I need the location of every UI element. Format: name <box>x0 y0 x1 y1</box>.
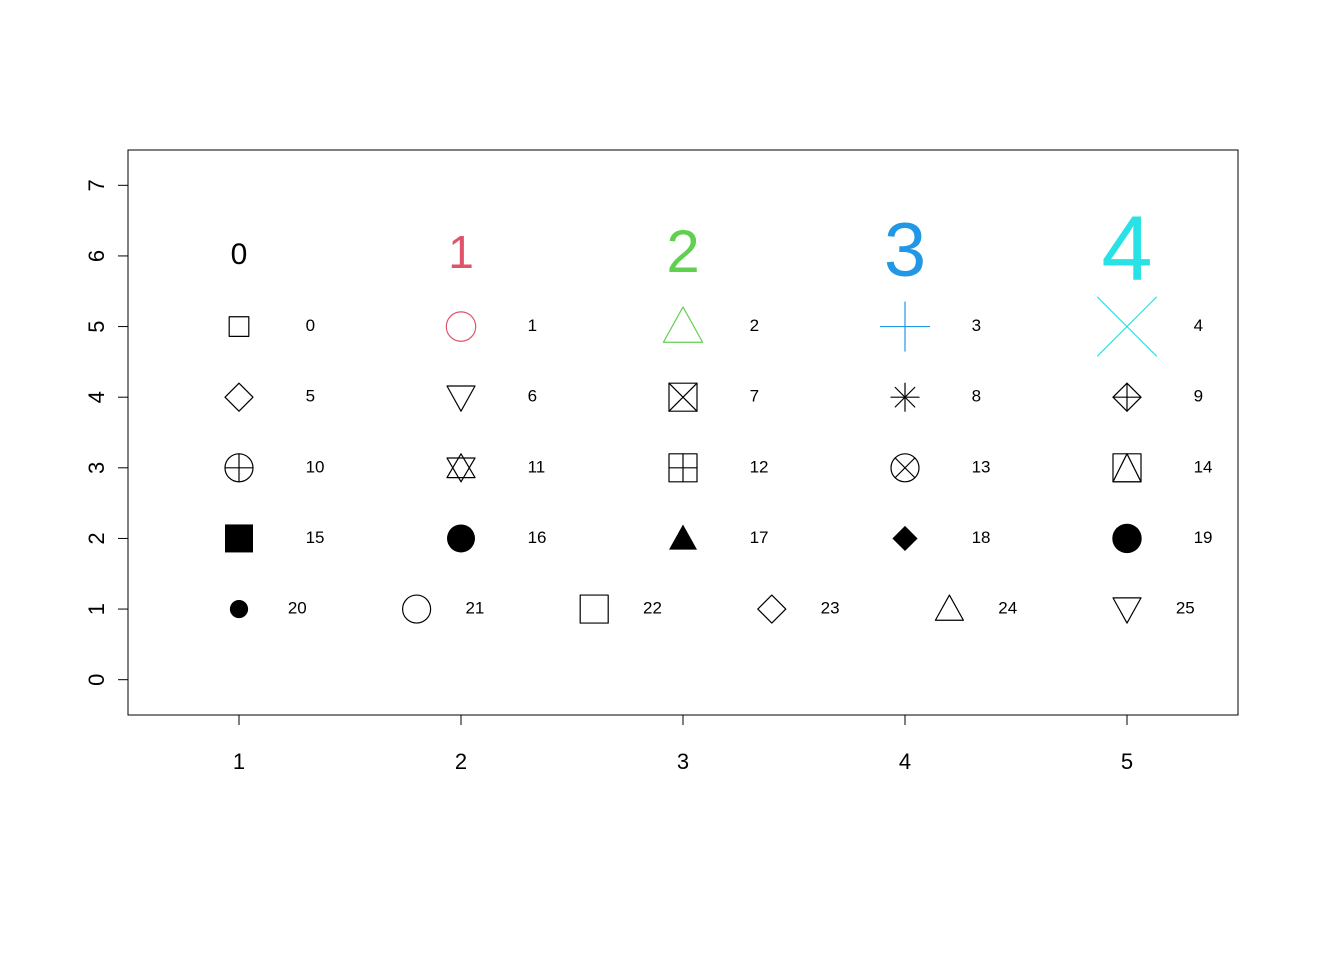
pch-label: 25 <box>1176 599 1195 618</box>
pch-symbol-19 <box>1112 524 1141 553</box>
y-tick-label: 2 <box>84 532 109 544</box>
big-label: 0 <box>231 238 248 271</box>
pch-label: 15 <box>306 528 325 547</box>
pch-label: 8 <box>972 387 981 406</box>
pch-label: 19 <box>1194 528 1213 547</box>
pch-label: 6 <box>528 387 537 406</box>
x-tick-label: 2 <box>455 749 467 774</box>
pch-symbol-10 <box>225 454 253 482</box>
pch-label: 5 <box>306 387 315 406</box>
pch-label: 0 <box>306 316 315 335</box>
pch-label: 14 <box>1194 457 1213 476</box>
y-tick-label: 3 <box>84 462 109 474</box>
pch-label: 2 <box>750 316 759 335</box>
y-tick-label: 4 <box>84 391 109 403</box>
pch-label: 21 <box>465 599 484 618</box>
big-label: 2 <box>666 218 699 285</box>
pch-label: 9 <box>1194 387 1203 406</box>
pch-label: 17 <box>750 528 769 547</box>
pch-label: 24 <box>998 599 1017 618</box>
x-tick-label: 3 <box>677 749 689 774</box>
x-tick-label: 1 <box>233 749 245 774</box>
pch-label: 3 <box>972 316 981 335</box>
pch-label: 10 <box>306 457 325 476</box>
pch-label: 12 <box>750 457 769 476</box>
x-tick-label: 4 <box>899 749 911 774</box>
y-tick-label: 7 <box>84 179 109 191</box>
pch-label: 18 <box>972 528 991 547</box>
pch-label: 23 <box>821 599 840 618</box>
pch-label: 13 <box>972 457 991 476</box>
pch-label: 7 <box>750 387 759 406</box>
y-tick-label: 0 <box>84 674 109 686</box>
pch-label: 22 <box>643 599 662 618</box>
y-tick-label: 1 <box>84 603 109 615</box>
pch-label: 4 <box>1194 316 1203 335</box>
y-tick-label: 6 <box>84 250 109 262</box>
pch-label: 20 <box>288 599 307 618</box>
y-tick-label: 5 <box>84 320 109 332</box>
big-label: 1 <box>448 226 474 278</box>
pch-label: 1 <box>528 316 537 335</box>
pch-symbol-15 <box>225 524 253 552</box>
pch-symbol-8 <box>891 383 919 411</box>
pch-label: 11 <box>528 457 546 476</box>
pch-symbol-16 <box>447 524 475 552</box>
pch-label: 16 <box>528 528 547 547</box>
big-label: 3 <box>884 208 926 293</box>
big-label: 4 <box>1101 198 1152 300</box>
x-tick-label: 5 <box>1121 749 1133 774</box>
pch-reference-chart: 1234501234567012340123456789101112131415… <box>0 0 1344 960</box>
pch-symbol-20 <box>230 600 248 618</box>
